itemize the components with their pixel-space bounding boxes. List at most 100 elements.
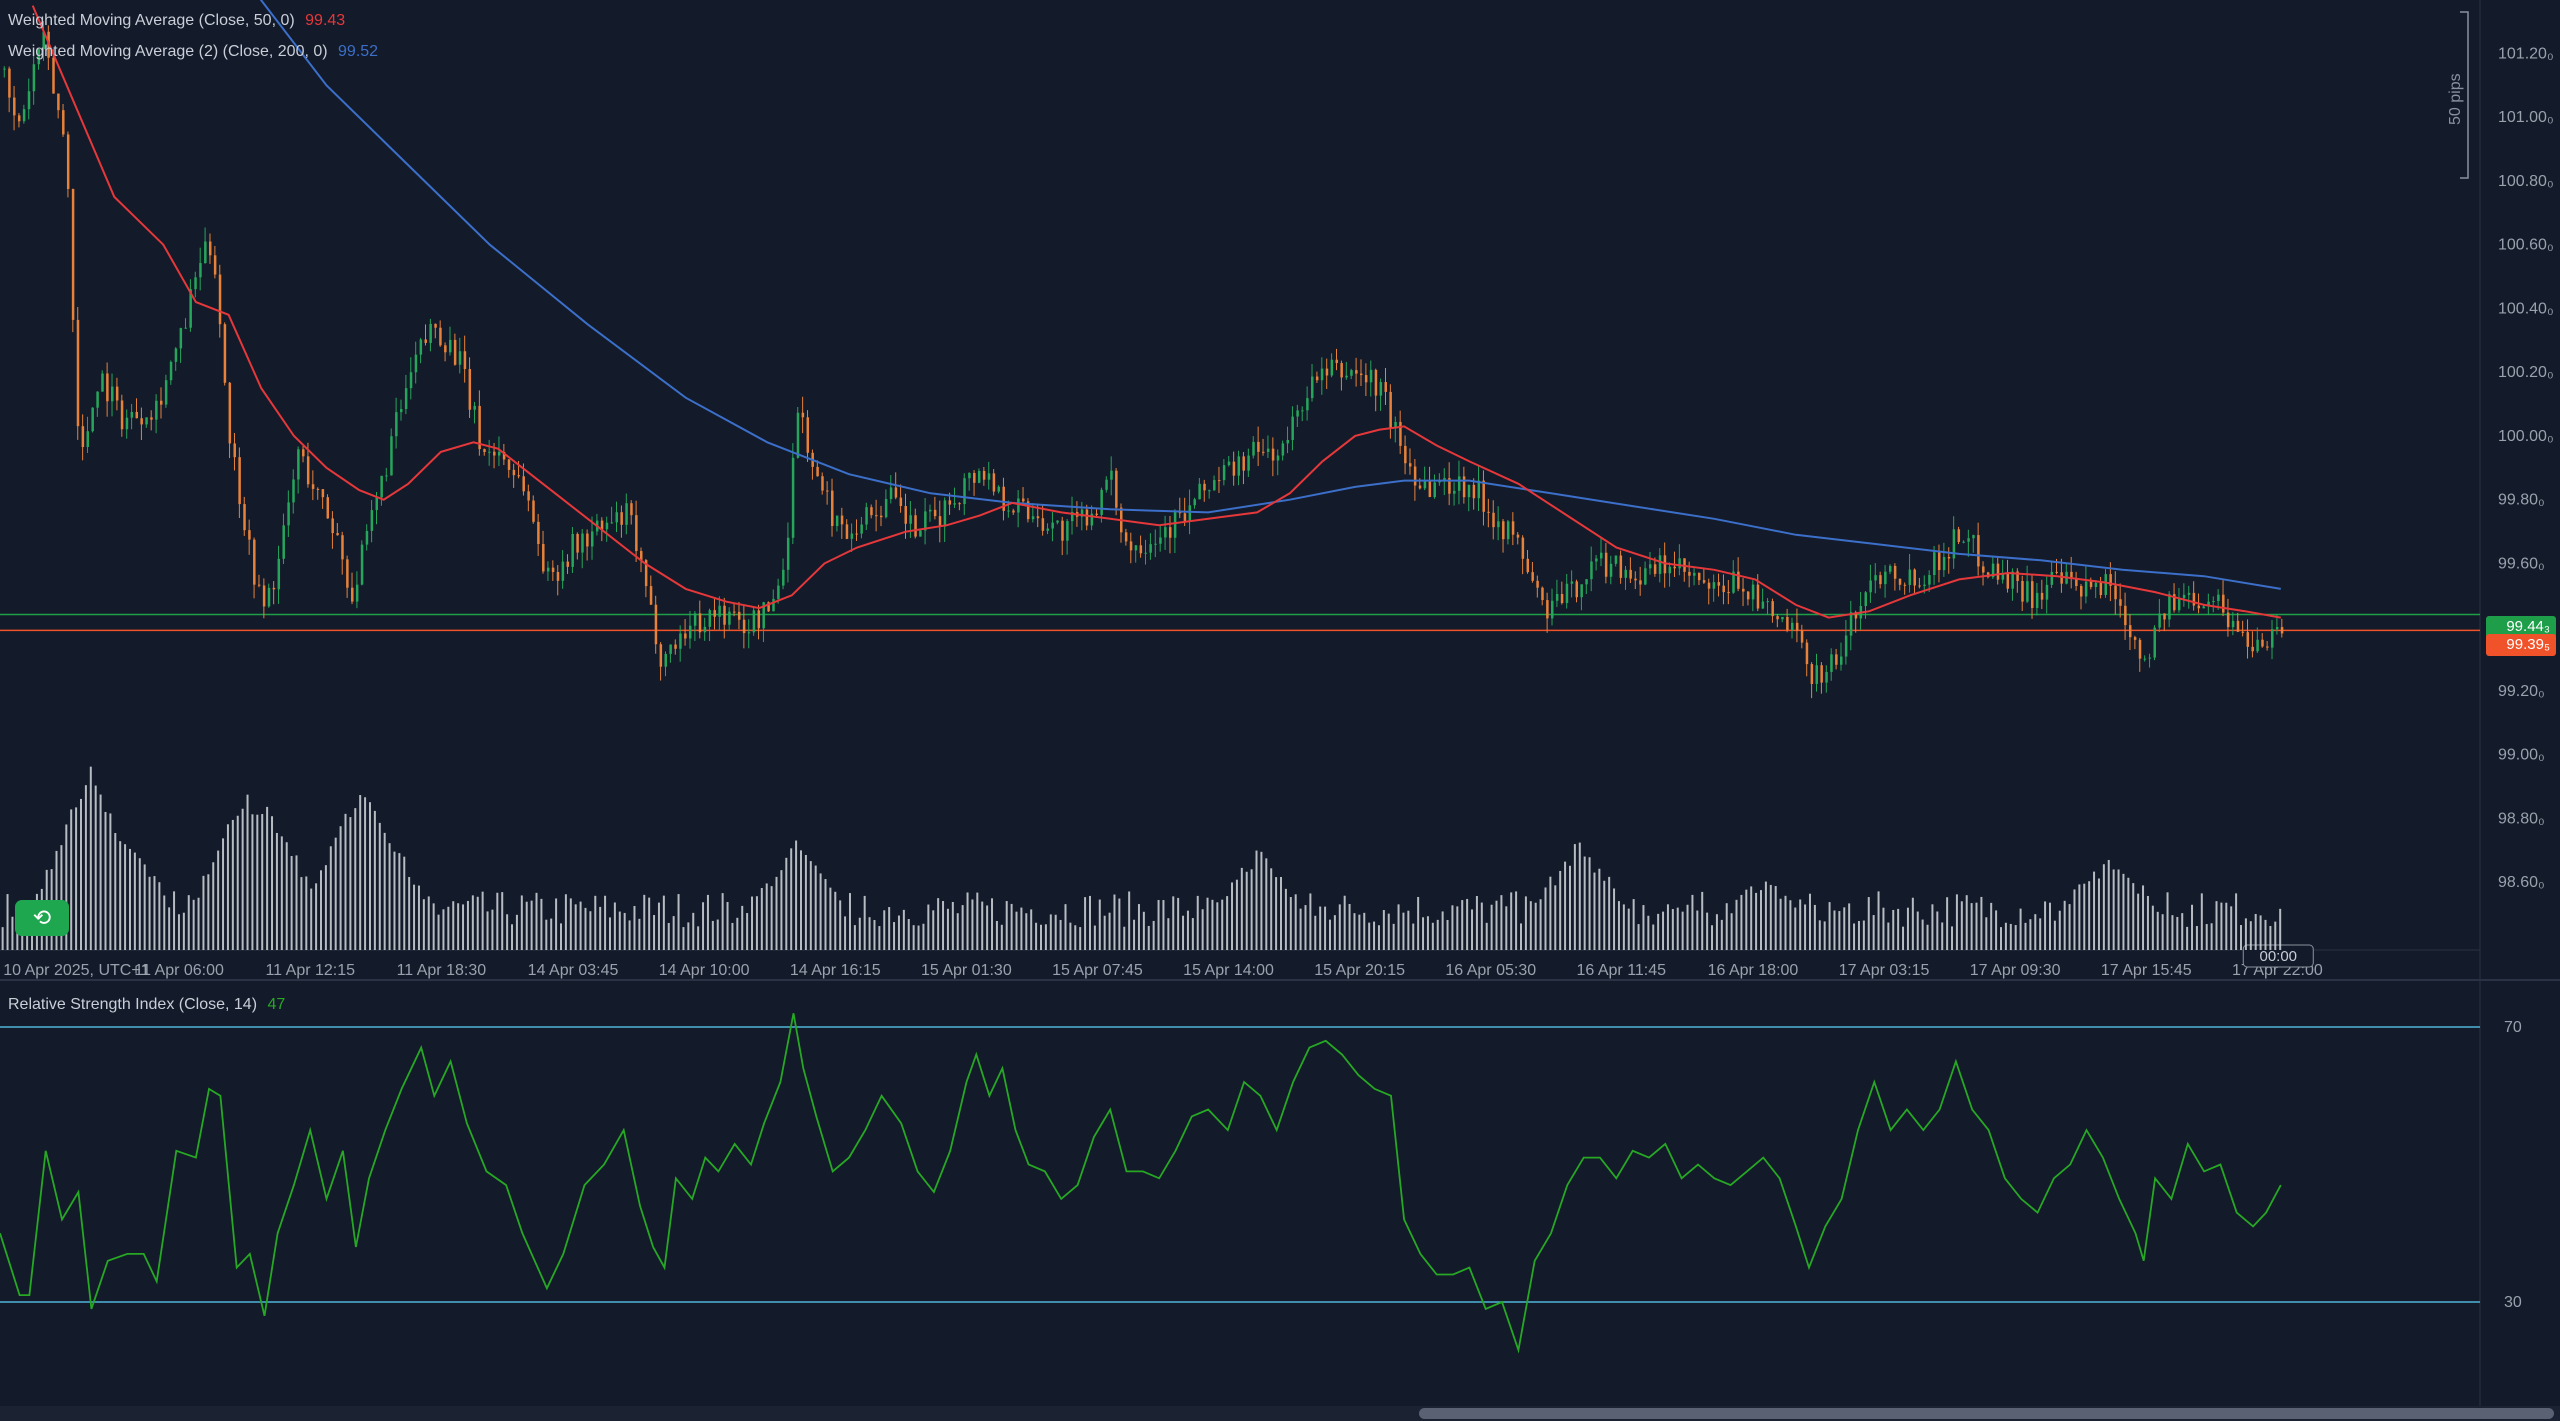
volume-bar [907,918,910,950]
volume-bar [222,838,225,950]
candle-body [698,613,702,633]
replay-button[interactable]: ⟲ [15,900,69,936]
candle-body [1693,572,1696,576]
candle-body [444,345,447,353]
candle-body [1085,509,1089,526]
candle-body [1639,580,1642,585]
candle-body [1237,456,1241,476]
volume-bar [2171,915,2174,950]
volume-bar [1137,904,1140,950]
volume-bar [1857,920,1860,950]
candle-body [2231,620,2235,628]
volume-bar [1887,922,1890,950]
candle-body [2236,620,2240,632]
candle-body [860,524,863,534]
candle-body [654,604,658,645]
candle-body [1173,512,1177,538]
candle-body [733,611,736,613]
candle-body [767,602,770,612]
volume-bar [1152,920,1155,950]
volume-bar [1392,923,1395,950]
volume-bar [266,806,269,950]
candle-body [791,457,795,538]
volume-bar [1544,887,1547,950]
volume-bar [344,813,347,950]
volume-bar [1495,900,1498,950]
scrollbar-thumb[interactable] [1419,1408,2554,1419]
candle-body [86,431,90,448]
candle-body [1972,535,1975,539]
volume-bar [608,917,611,950]
volume-bar [981,901,984,950]
candle-body [1928,575,1931,585]
volume-bar [2151,905,2154,950]
volume-bar [2146,895,2149,950]
volume-bar [1054,914,1057,950]
candle-body [889,487,893,500]
volume-bar [182,912,185,950]
candle-body [894,487,898,498]
candle-body [2104,574,2107,596]
volume-bar [84,785,87,950]
volume-bar [231,819,234,950]
rsi-pane[interactable]: 70 30 [0,1013,2522,1354]
volume-bar [1867,897,1870,950]
volume-bar [1794,907,1797,950]
candle-body [1624,569,1627,578]
volume-bar [599,906,602,950]
candle-body [1242,456,1245,471]
candle-body [1521,537,1525,559]
volume-bar [1382,910,1385,950]
volume-bar [2048,902,2051,950]
volume-bar [917,925,920,950]
candle-body [2192,592,2196,606]
volume-bar [1245,871,1248,950]
volume-bar [618,911,621,950]
candle-body [2217,594,2220,602]
volume-bar [569,898,572,950]
candle-body [777,585,780,599]
candle-body [2040,592,2044,600]
volume-bar [1539,899,1542,950]
candle-body [591,531,594,547]
candle-body [238,457,241,505]
candle-body [958,503,961,505]
candle-body [120,400,124,430]
volume-bar [2156,911,2159,950]
volume-bar [1436,919,1439,950]
volume-bar [800,850,802,950]
candle-body [1575,581,1579,598]
candle-body [605,522,609,530]
candle-body [1565,583,1569,604]
volume-bar [1715,914,1718,950]
candle-body [831,490,834,527]
candle-body [302,449,305,457]
x-tick-label: 10 Apr 2025, UTC+1 [3,962,149,979]
candle-body [111,386,114,402]
volume-bar [2240,925,2242,950]
volume-bar [398,853,401,950]
volume-bar [2112,869,2115,950]
volume-bar [466,900,469,950]
candle-body [1536,580,1539,588]
volume-bar [99,794,102,950]
volume-bar [2274,921,2277,950]
volume-bar [648,897,651,950]
volume-bar [1,927,4,950]
volume-bar [89,766,92,950]
candle-body [542,543,545,572]
volume-bar [991,898,994,950]
candle-body [326,497,330,519]
volume-bar [2210,923,2213,950]
volume-bar [1980,896,1983,950]
volume-bar [535,892,538,950]
candle-body [855,533,859,535]
volume-bar [1520,923,1522,950]
volume-bar [1128,891,1131,950]
candle-body [1071,511,1074,522]
volume-bar [912,925,915,950]
volume-bar [457,903,460,950]
candle-body [880,515,883,518]
